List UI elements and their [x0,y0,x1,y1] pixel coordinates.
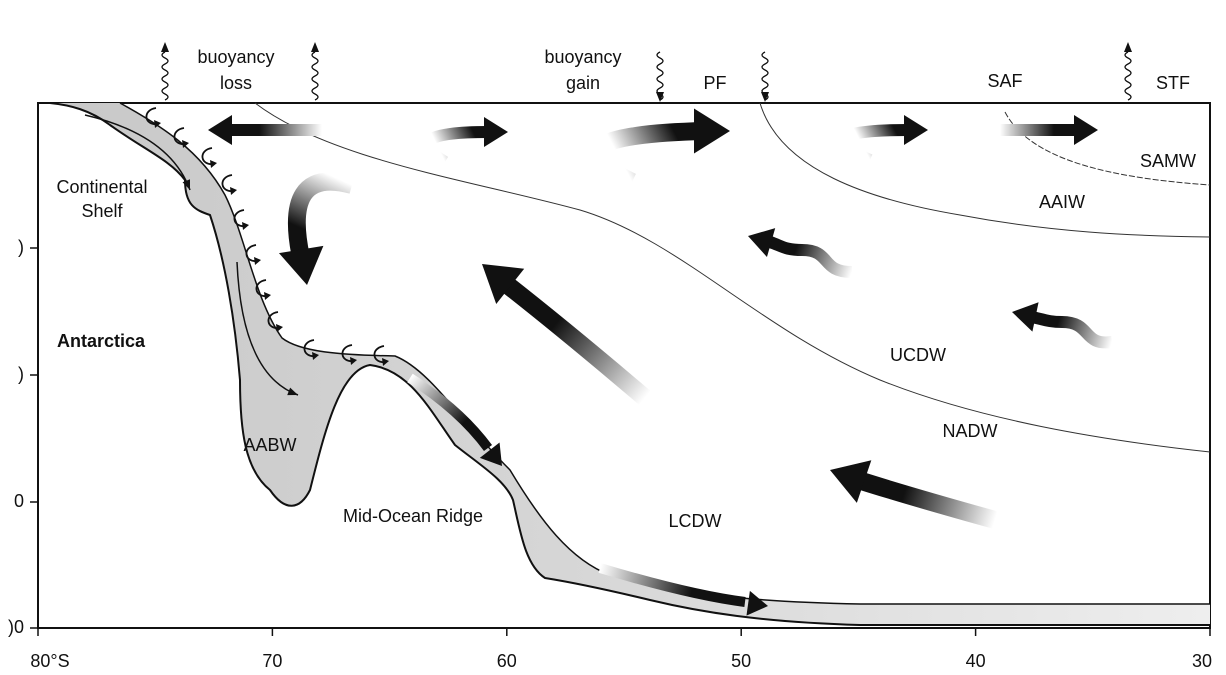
y-tick-label: ) [18,237,24,257]
arrow-head [208,115,232,145]
flow-arrow [428,132,488,162]
hook-head [276,324,283,332]
arrow-head [904,115,928,145]
label: AABW [243,435,296,455]
buoyancy-arrow [1125,52,1131,100]
label: UCDW [890,345,946,365]
label: SAF [987,71,1022,91]
hook-head [230,187,237,195]
arrow-head [161,42,169,52]
hook-head [210,160,217,168]
arrow-head [311,42,319,52]
diagram: buoyancy loss buoyancy gain PF SAF STF SAMW AAIW… [0,0,1226,675]
page: html,body{margin:0;padding:0;background:… [0,0,1226,675]
hook-head [264,292,271,300]
label: SAMW [1140,151,1196,171]
buoyancy-arrow [312,52,318,100]
hook-head [254,257,261,265]
y-tick-label: ) [18,364,24,384]
label: buoyancy [544,47,621,67]
label: Antarctica [57,331,146,351]
label: buoyancy [197,47,274,67]
x-tick-label: 30 [1192,651,1212,671]
label: LCDW [669,511,722,531]
isopycnal [255,103,1210,452]
label: gain [566,73,600,93]
arrow-head [1074,115,1098,145]
flow-arrow [597,131,705,182]
flow-arrow [1032,317,1112,342]
x-tick-label: 40 [966,651,986,671]
buoyancy-arrow [162,52,168,100]
arrow-head [484,117,508,147]
label: Shelf [81,201,123,221]
arrow-head [694,109,730,154]
flow-arrow [505,283,645,398]
hook-head [242,222,249,230]
x-tick-label: 70 [262,651,282,671]
page-body: {"labels":{ "buoyancy_loss":["buoyancy",… [0,0,1226,675]
label: PF [703,73,726,93]
label: Continental [56,177,147,197]
isopycnal [1005,112,1210,185]
x-tick-label: 50 [731,651,751,671]
x-tick-label: 80°S [30,651,69,671]
arrow-head [1124,42,1132,52]
flow-arrow [842,130,908,160]
label: AAIW [1039,192,1085,212]
arrow-head [1012,302,1039,331]
label: NADW [943,421,998,441]
y-tick-label: )0 [8,617,24,637]
y-tick-label: 0 [14,491,24,511]
arrow-head [279,246,323,285]
label: STF [1156,73,1190,93]
flow-arrow [770,242,852,272]
label: Mid-Ocean Ridge [343,506,483,526]
flow-arrow [852,478,995,520]
label: loss [220,73,252,93]
x-tick-label: 60 [497,651,517,671]
